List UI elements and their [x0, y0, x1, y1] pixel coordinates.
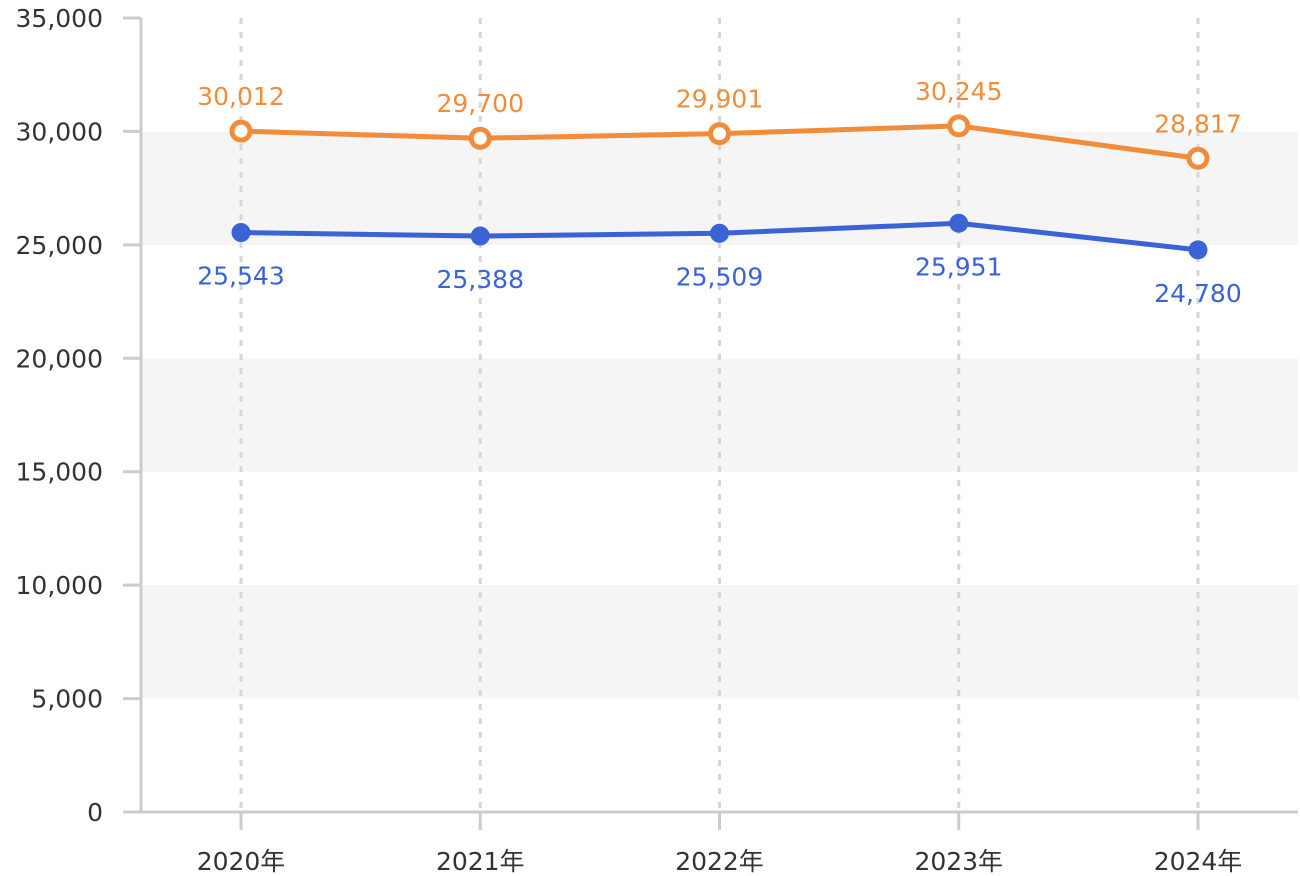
data-point	[1186, 146, 1210, 170]
y-tick-label: 30,000	[16, 117, 103, 146]
data-point	[1188, 240, 1208, 260]
data-point	[949, 213, 969, 233]
y-tick-label: 20,000	[16, 344, 103, 373]
y-tick-label: 15,000	[16, 458, 103, 487]
x-tick-label: 2021年	[436, 847, 525, 876]
series-group: 30,012 29,700 29,901 30,245 28,817 25,543 25,3…	[197, 77, 1241, 308]
data-point	[468, 126, 492, 150]
vertical-gridlines	[239, 18, 1200, 812]
x-tick-label: 2020年	[197, 847, 286, 876]
data-point	[710, 223, 729, 243]
data-label: 29,700	[437, 89, 524, 118]
data-point	[947, 114, 971, 138]
series-1: 30,012 29,700 29,901 30,245 28,817	[197, 77, 1242, 170]
data-label: 25,951	[915, 252, 1002, 281]
y-axis-ticks: 0 5,000 10,000 15,000 20,000 25,000 30,000 35,0…	[16, 4, 141, 827]
data-label: 30,012	[197, 82, 284, 111]
data-point	[231, 223, 251, 243]
data-label: 30,245	[915, 77, 1002, 106]
y-tick-label: 10,000	[16, 571, 103, 600]
data-point	[229, 119, 253, 143]
data-label: 25,388	[437, 265, 524, 294]
x-tick-label: 2024年	[1154, 847, 1243, 876]
data-label: 25,509	[676, 262, 763, 291]
x-axis-ticks: 2020年 2021年 2022年 2023年 2024年	[197, 812, 1243, 876]
data-point	[708, 122, 731, 146]
data-point	[470, 226, 490, 246]
data-label: 25,543	[197, 262, 284, 291]
data-label: 28,817	[1154, 109, 1241, 138]
data-label: 24,780	[1154, 279, 1241, 308]
series-2: 25,543 25,388 25,509 25,951 24,780	[197, 213, 1242, 308]
data-label: 29,901	[676, 85, 763, 114]
y-tick-label: 0	[87, 798, 103, 827]
x-tick-label: 2023年	[914, 847, 1003, 876]
y-tick-label: 25,000	[16, 231, 103, 260]
x-tick-label: 2022年	[675, 847, 764, 876]
y-tick-label: 35,000	[16, 4, 103, 33]
y-tick-label: 5,000	[31, 685, 103, 714]
